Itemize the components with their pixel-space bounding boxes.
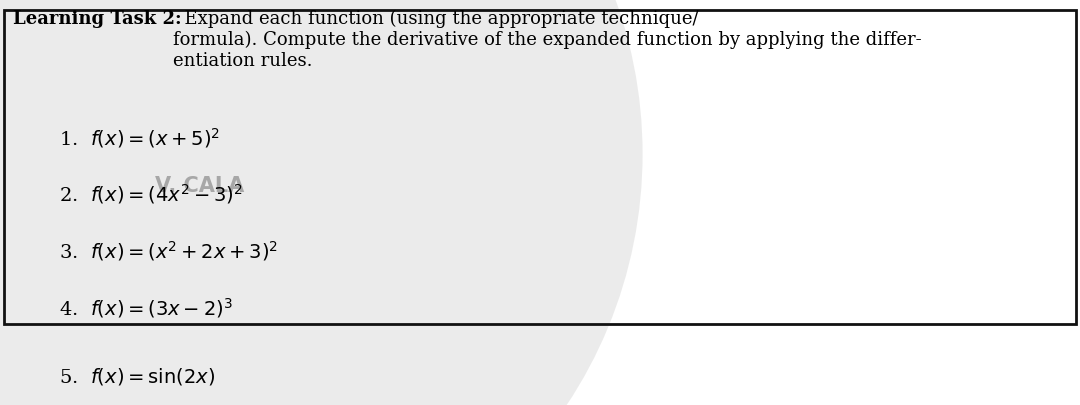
Text: 3.  $f(x) = (x^2 + 2x + 3)^2$: 3. $f(x) = (x^2 + 2x + 3)^2$ [59, 239, 279, 263]
Text: 4.  $f(x) = (3x - 2)^3$: 4. $f(x) = (3x - 2)^3$ [59, 296, 233, 320]
Text: Learning Task 2:: Learning Task 2: [13, 10, 181, 28]
Text: 5.  $f(x) = \sin(2x)$: 5. $f(x) = \sin(2x)$ [59, 366, 215, 387]
Ellipse shape [0, 0, 643, 405]
Bar [4, 10, 1076, 324]
Text: V. CALA: V. CALA [156, 176, 244, 196]
Text: 2.  $f(x) = (4x^2 - 3)^2$: 2. $f(x) = (4x^2 - 3)^2$ [59, 182, 243, 207]
Text: 1.  $f(x) = (x + 5)^2$: 1. $f(x) = (x + 5)^2$ [59, 126, 220, 150]
Text: Expand each function (using the appropriate technique/
formula). Compute the der: Expand each function (using the appropri… [173, 10, 921, 70]
